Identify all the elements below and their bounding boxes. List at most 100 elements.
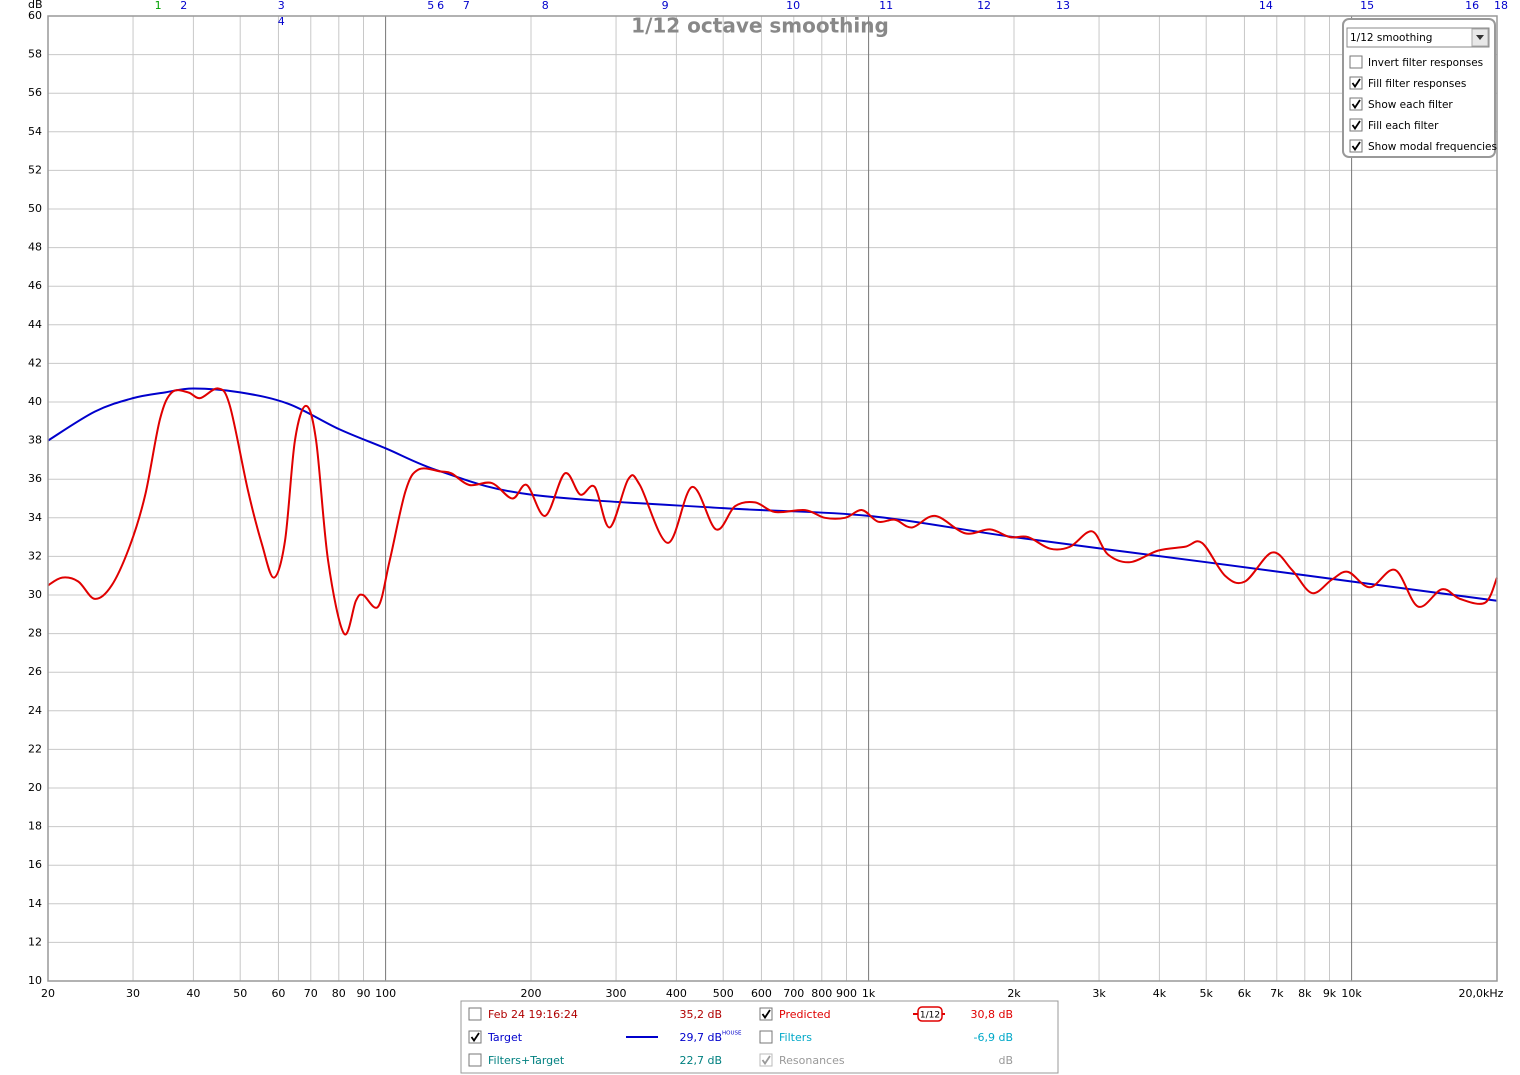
y-tick-label: 14: [28, 897, 42, 910]
y-tick-label: 28: [28, 627, 42, 640]
legend-value: 29,7 dB: [679, 1031, 722, 1044]
x-tick-label: 300: [606, 987, 627, 1000]
filter-marker: 12: [977, 0, 991, 12]
legend-label: Predicted: [779, 1008, 831, 1021]
option-label: Show each filter: [1368, 99, 1453, 111]
checkbox[interactable]: [468, 1053, 482, 1067]
filter-marker: 3: [278, 0, 285, 12]
x-tick-label: 6k: [1238, 987, 1252, 1000]
y-tick-label: 12: [28, 935, 42, 948]
filter-marker: 11: [879, 0, 893, 12]
y-tick-label: 20: [28, 781, 42, 794]
filter-marker: 9: [662, 0, 669, 12]
x-tick-label: 800: [811, 987, 832, 1000]
y-tick-label: 40: [28, 395, 42, 408]
filter-marker: 16: [1465, 0, 1479, 12]
x-tick-label: 20: [41, 987, 55, 1000]
filter-marker: 18: [1494, 0, 1508, 12]
x-tick-label: 400: [666, 987, 687, 1000]
checkmark: [1351, 120, 1361, 131]
legend-label: Resonances: [779, 1054, 845, 1067]
option-label: Fill filter responses: [1368, 78, 1466, 90]
plot-frame: [47, 15, 1498, 982]
filter-marker: 10: [786, 0, 800, 12]
checkbox[interactable]: [1349, 76, 1363, 90]
legend-label: Filters+Target: [488, 1054, 565, 1067]
dropdown-arrow: [1476, 35, 1484, 40]
x-tick-label: 9k: [1323, 987, 1337, 1000]
filter-marker: 4: [278, 15, 285, 28]
x-tick-label: 40: [186, 987, 200, 1000]
chart-title: 1/12 octave smoothing: [631, 14, 889, 38]
y-tick-label: 48: [28, 241, 42, 254]
checkmark: [1351, 99, 1361, 110]
y-tick-label: 42: [28, 356, 42, 369]
y-tick-label: 10: [28, 974, 42, 987]
x-tick-label: 2k: [1007, 987, 1021, 1000]
x-tick-label: 500: [713, 987, 734, 1000]
option-label: Show modal frequencies: [1368, 141, 1497, 153]
x-tick-label: 80: [332, 987, 346, 1000]
x-tick-label: 4k: [1153, 987, 1167, 1000]
y-tick-label: 34: [28, 511, 42, 524]
checkbox[interactable]: [759, 1030, 773, 1044]
y-tick-label: 54: [28, 125, 42, 138]
y-tick-label: 60: [28, 9, 42, 22]
legend-label: Filters: [779, 1031, 812, 1044]
y-tick-label: 58: [28, 48, 42, 61]
checkmark: [1351, 78, 1361, 89]
x-tick-label: 50: [233, 987, 247, 1000]
checkbox[interactable]: [1349, 118, 1363, 132]
checkbox[interactable]: [1349, 139, 1363, 153]
checkbox[interactable]: [468, 1007, 482, 1021]
legend-label: Target: [487, 1031, 523, 1044]
y-tick-label: 44: [28, 318, 42, 331]
checkmark: [470, 1032, 480, 1043]
filter-marker: 14: [1259, 0, 1273, 12]
x-tick-label: 10k: [1341, 987, 1362, 1000]
x-tick-label: 90: [357, 987, 371, 1000]
filter-marker: 6: [437, 0, 444, 12]
checkbox[interactable]: [759, 1007, 773, 1021]
x-tick-label: 700: [783, 987, 804, 1000]
options-panel: [1342, 18, 1496, 158]
y-tick-label: 24: [28, 704, 42, 717]
checkbox[interactable]: [759, 1053, 773, 1067]
y-tick-label: 16: [28, 858, 42, 871]
filter-marker: 1: [155, 0, 162, 12]
x-tick-label: 7k: [1270, 987, 1284, 1000]
x-tick-label: 8k: [1298, 987, 1312, 1000]
x-tick-label: 20,0kHz: [1459, 987, 1504, 1000]
checkmark: [1351, 141, 1361, 152]
y-tick-label: 36: [28, 472, 42, 485]
y-tick-label: 38: [28, 434, 42, 447]
x-tick-label: 200: [521, 987, 542, 1000]
option-label: Invert filter responses: [1368, 57, 1483, 69]
y-tick-label: 26: [28, 665, 42, 678]
line-series: [47, 387, 1498, 636]
legend-value: -6,9 dB: [974, 1031, 1014, 1044]
y-tick-label: 52: [28, 163, 42, 176]
smoothing-icon-label: 1/12: [920, 1011, 940, 1021]
x-tick-label: 900: [836, 987, 857, 1000]
checkbox[interactable]: [1349, 97, 1363, 111]
x-tick-label: 60: [271, 987, 285, 1000]
filter-marker: 15: [1360, 0, 1374, 12]
checkbox[interactable]: [1349, 55, 1363, 69]
x-tick-label: 1k: [862, 987, 876, 1000]
filter-marker: 8: [542, 0, 549, 12]
x-tick-label: 70: [304, 987, 318, 1000]
option-label: Fill each filter: [1368, 120, 1439, 132]
checkmark: [761, 1009, 771, 1020]
checkbox[interactable]: [468, 1030, 482, 1044]
dropdown[interactable]: [1346, 27, 1490, 48]
legend-value: 30,8 dB: [970, 1008, 1013, 1021]
y-tick-label: 50: [28, 202, 42, 215]
y-tick-label: 22: [28, 742, 42, 755]
legend-value: dB: [998, 1054, 1013, 1067]
x-tick-label: 100: [375, 987, 396, 1000]
legend-value: 35,2 dB: [679, 1008, 722, 1021]
legend-label: Feb 24 19:16:24: [488, 1008, 578, 1021]
